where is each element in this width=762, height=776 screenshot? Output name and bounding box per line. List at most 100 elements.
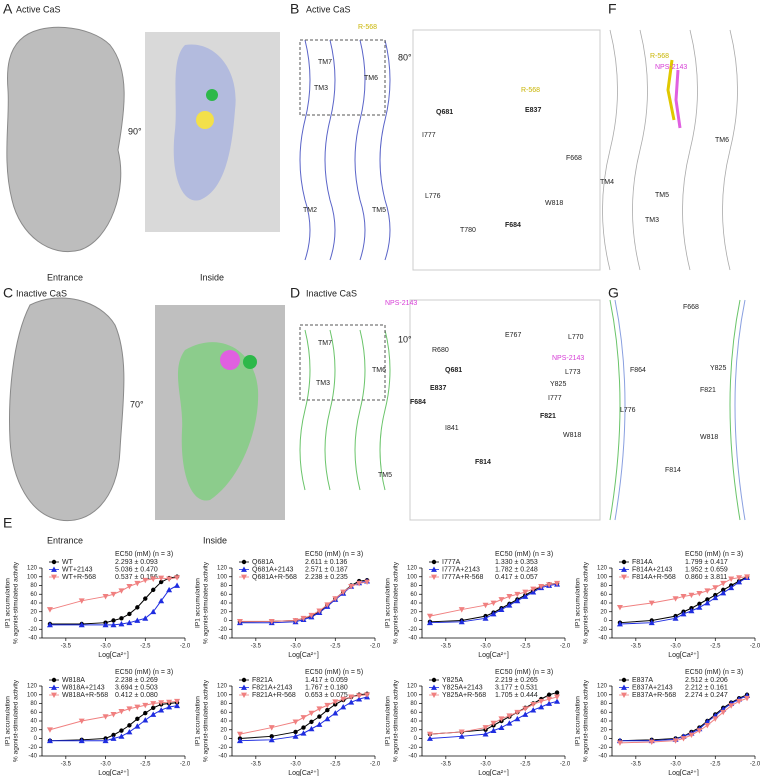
- series-line: [49, 576, 178, 625]
- legend-title: EC50 (mM) (n = 3): [305, 551, 363, 558]
- label: 90°: [128, 126, 142, 136]
- y-axis-label: IP1 accumulation: [575, 578, 582, 628]
- y-tick-label: -40: [598, 754, 607, 760]
- y-axis-label: % agonist-stimulated activity: [203, 561, 210, 644]
- data-point: [236, 731, 243, 738]
- data-point: [482, 602, 489, 609]
- ligand-stick: [666, 59, 676, 121]
- data-point: [696, 590, 703, 597]
- data-point: [498, 716, 505, 722]
- data-point: [482, 725, 489, 731]
- zoom-box: [299, 324, 386, 401]
- data-point: [174, 702, 181, 709]
- protein-surface: [9, 297, 125, 522]
- x-tick-label: -3.0: [480, 762, 491, 768]
- data-point: [166, 704, 173, 710]
- y-tick-label: 0: [604, 618, 608, 624]
- label: W818: [563, 432, 581, 439]
- legend-title: EC50 (mM) (n = 3): [115, 669, 173, 676]
- data-point: [522, 589, 529, 596]
- data-point: [721, 587, 726, 593]
- y-axis-label: % agonist-stimulated activity: [13, 561, 20, 644]
- label: Q681: [445, 367, 462, 374]
- label: TM7: [318, 340, 332, 347]
- data-point: [150, 576, 157, 582]
- data-point: [554, 698, 561, 704]
- data-point: [158, 707, 165, 713]
- y-tick-label: 40: [410, 719, 417, 725]
- x-axis-label: Log[Ca²⁺]: [668, 770, 699, 776]
- y-tick-label: 100: [597, 574, 608, 580]
- y-tick-label: 20: [410, 609, 417, 615]
- data-point: [688, 607, 695, 614]
- x-tick-label: -3.5: [631, 644, 642, 650]
- data-point: [126, 728, 133, 735]
- data-point: [78, 737, 85, 744]
- data-point: [317, 714, 322, 719]
- legend-label: Q681A+R-568: [252, 574, 297, 581]
- data-point: [174, 698, 181, 705]
- data-point: [325, 707, 330, 713]
- data-point: [514, 591, 521, 598]
- data-point: [111, 618, 116, 623]
- x-tick-label: -3.5: [631, 762, 642, 768]
- y-tick-label: -20: [408, 745, 417, 751]
- x-axis-label: Log[Ca²⁺]: [98, 770, 129, 776]
- data-point: [514, 709, 521, 716]
- label: Y825: [550, 381, 566, 388]
- data-point: [316, 706, 323, 712]
- zoom-panel: [412, 29, 601, 271]
- x-tick-label: -3.5: [61, 644, 72, 650]
- y-tick-label: 60: [600, 710, 607, 716]
- y-tick-label: -20: [598, 745, 607, 751]
- y-tick-label: 60: [30, 592, 37, 598]
- data-point: [530, 586, 537, 592]
- data-point: [688, 592, 695, 599]
- data-point: [142, 615, 149, 621]
- data-point: [332, 596, 339, 602]
- y-axis-label: % agonist-stimulated activity: [203, 679, 210, 762]
- label: TM5: [378, 472, 392, 479]
- data-point: [616, 621, 623, 627]
- data-point: [110, 735, 117, 741]
- label: TM3: [316, 380, 330, 387]
- y-tick-label: 40: [220, 601, 227, 607]
- x-tick-label: -3.5: [441, 762, 452, 768]
- legend-label: Y825A+R-568: [442, 692, 486, 699]
- data-point: [119, 616, 124, 621]
- data-point: [688, 732, 695, 738]
- legend-ec50: 2.611 ± 0.136: [305, 559, 347, 566]
- data-point: [546, 696, 553, 703]
- y-axis-label: IP1 accumulation: [195, 578, 202, 628]
- data-point: [151, 587, 156, 593]
- label: Inactive CaS: [306, 288, 357, 298]
- label: Inside: [200, 272, 224, 282]
- data-point: [126, 583, 133, 590]
- y-tick-label: -40: [218, 754, 227, 760]
- data-point: [538, 698, 545, 705]
- label: Y825: [710, 365, 726, 372]
- y-tick-label: 100: [407, 692, 418, 698]
- label: A: [3, 1, 13, 17]
- x-tick-label: -2.0: [560, 762, 571, 768]
- legend-label: Y825A: [442, 677, 463, 684]
- y-tick-label: 40: [600, 719, 607, 725]
- legend-ec50: 2.571 ± 0.187: [305, 566, 348, 573]
- data-point: [340, 704, 347, 710]
- data-point: [119, 728, 124, 733]
- data-point: [134, 617, 141, 623]
- data-point: [514, 715, 521, 722]
- legend-label: F814A: [632, 559, 653, 566]
- data-point: [538, 583, 545, 590]
- label: F821: [700, 387, 716, 394]
- data-point: [482, 731, 489, 737]
- data-point: [118, 588, 125, 594]
- y-axis-label: % agonist-stimulated activity: [393, 561, 400, 644]
- legend-label: I777A: [442, 559, 461, 566]
- label: NPS-2143: [385, 300, 417, 307]
- data-point: [158, 700, 165, 706]
- y-tick-label: -20: [408, 627, 417, 633]
- label: TM6: [364, 75, 378, 82]
- y-tick-label: 40: [30, 601, 37, 607]
- data-point: [490, 610, 497, 617]
